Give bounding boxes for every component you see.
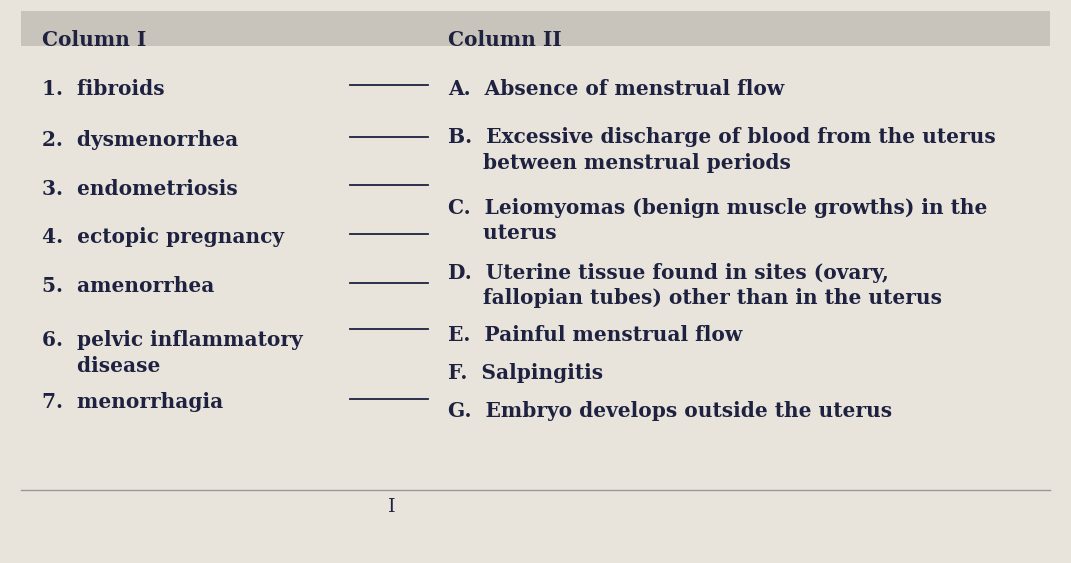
Text: 1.  fibroids: 1. fibroids	[42, 79, 165, 99]
Text: 7.  menorrhagia: 7. menorrhagia	[42, 392, 223, 412]
Text: C.  Leiomyomas (benign muscle growths) in the
     uterus: C. Leiomyomas (benign muscle growths) in…	[448, 198, 987, 243]
Text: 3.  endometriosis: 3. endometriosis	[42, 179, 238, 199]
Text: 6.  pelvic inflammatory
     disease: 6. pelvic inflammatory disease	[42, 330, 303, 376]
Text: F.  Salpingitis: F. Salpingitis	[448, 363, 603, 383]
Text: D.  Uterine tissue found in sites (ovary,
     fallopian tubes) other than in th: D. Uterine tissue found in sites (ovary,…	[448, 262, 942, 308]
Text: G.  Embryo develops outside the uterus: G. Embryo develops outside the uterus	[448, 401, 892, 422]
Text: I: I	[388, 498, 395, 516]
FancyBboxPatch shape	[21, 11, 1050, 46]
Text: Column II: Column II	[448, 30, 561, 50]
Text: Column I: Column I	[42, 30, 147, 50]
Text: B.  Excessive discharge of blood from the uterus
     between menstrual periods: B. Excessive discharge of blood from the…	[448, 127, 996, 173]
Text: 4.  ectopic pregnancy: 4. ectopic pregnancy	[42, 227, 284, 248]
Text: E.  Painful menstrual flow: E. Painful menstrual flow	[448, 325, 742, 345]
Text: A.  Absence of menstrual flow: A. Absence of menstrual flow	[448, 79, 784, 99]
Text: 5.  amenorrhea: 5. amenorrhea	[42, 276, 214, 296]
Text: 2.  dysmenorrhea: 2. dysmenorrhea	[42, 130, 238, 150]
